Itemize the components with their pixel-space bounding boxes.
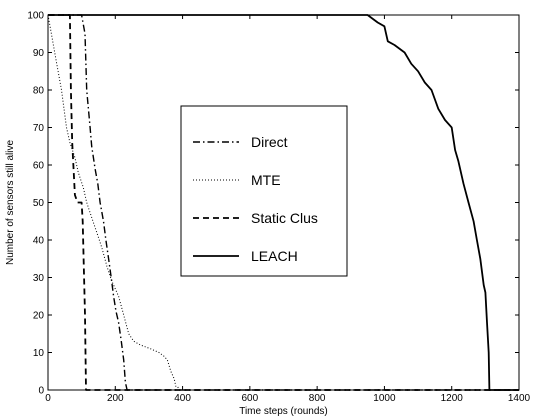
y-tick-label: 90 bbox=[33, 48, 45, 59]
x-tick-label: 800 bbox=[309, 393, 326, 404]
x-tick-label: 0 bbox=[45, 393, 51, 404]
plot-area: 0 200 400 600 800 1000 1200 1400 0 10 20 30 40 50 60 70… bbox=[27, 11, 530, 405]
y-tick-label: 10 bbox=[33, 348, 45, 359]
legend: Direct MTE Static Clus LEACH bbox=[180, 105, 348, 277]
legend-label: LEACH bbox=[251, 248, 298, 264]
y-tick-label: 70 bbox=[33, 123, 45, 134]
x-tick-label: 1400 bbox=[508, 393, 531, 404]
y-tick-label: 40 bbox=[33, 236, 45, 247]
legend-label: MTE bbox=[251, 172, 281, 188]
series-line-mte bbox=[47, 14, 519, 391]
y-tick-label: 100 bbox=[27, 11, 44, 22]
series-line-leach bbox=[48, 14, 519, 391]
y-tick-label: 20 bbox=[33, 311, 45, 322]
y-tick-label: 80 bbox=[33, 86, 45, 97]
x-tick-label: 200 bbox=[107, 393, 124, 404]
x-tick-label: 1200 bbox=[441, 393, 464, 404]
y-tick-label: 50 bbox=[33, 198, 45, 209]
series-line-static-clus bbox=[48, 14, 519, 391]
legend-label: Direct bbox=[251, 134, 288, 150]
y-tick-label: 60 bbox=[33, 161, 45, 172]
y-tick-label: 30 bbox=[33, 273, 45, 284]
x-axis-label: Time steps (rounds) bbox=[239, 406, 328, 417]
x-tick-label: 600 bbox=[242, 393, 259, 404]
y-axis-label: Number of sensors still alive bbox=[5, 140, 16, 265]
series-line-direct bbox=[48, 14, 519, 391]
legend-box bbox=[180, 105, 348, 277]
x-tick-label: 400 bbox=[174, 393, 191, 404]
legend-label: Static Clus bbox=[251, 210, 318, 226]
x-tick-label: 1000 bbox=[373, 393, 396, 404]
y-tick-label: 0 bbox=[38, 386, 44, 397]
